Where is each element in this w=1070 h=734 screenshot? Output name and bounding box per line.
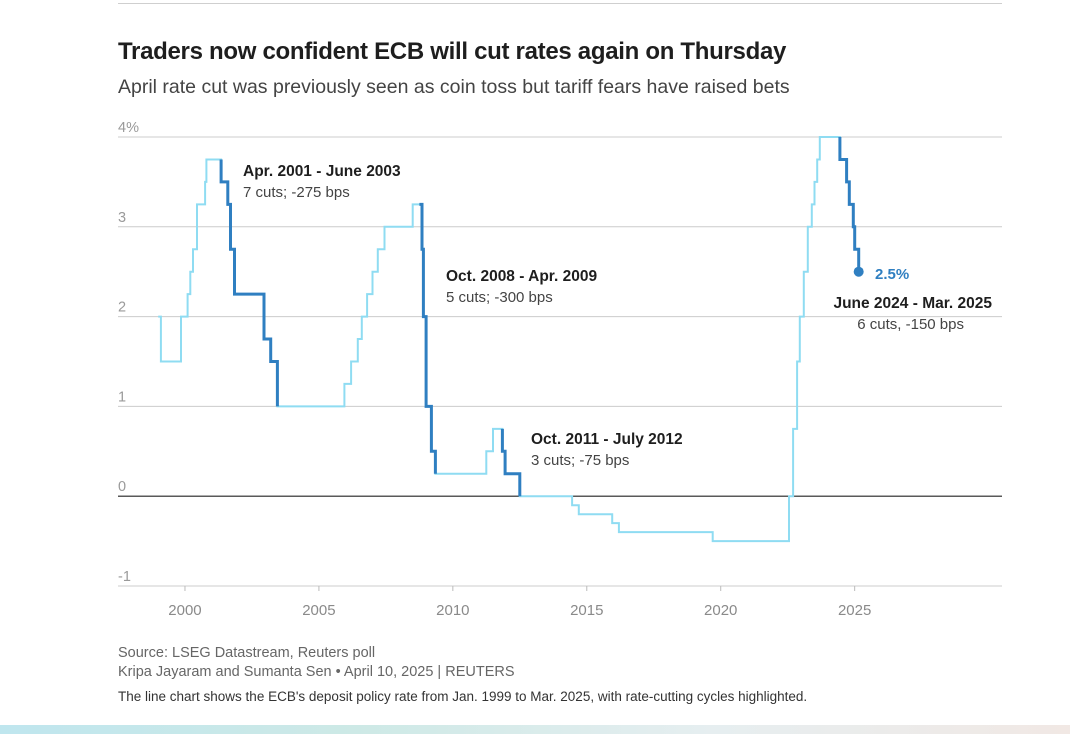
x-tick-label: 2010 (436, 602, 469, 619)
cut-cycle-highlight-1 (419, 202, 437, 474)
cycle-label-2008: Oct. 2008 - Apr. 2009 (446, 268, 597, 285)
annotation-layer: Apr. 2001 - June 2003 7 cuts; -275 bps O… (243, 163, 992, 469)
cycle-detail-2001: 7 cuts; -275 bps (243, 184, 350, 201)
y-tick-label: 3 (118, 210, 126, 226)
top-rule (118, 3, 1002, 4)
cycle-detail-2024: 6 cuts, -150 bps (857, 316, 964, 333)
x-tick-label: 2000 (168, 602, 201, 619)
y-tick-label: 1 (118, 389, 126, 405)
chart-title: Traders now confident ECB will cut rates… (118, 38, 787, 65)
source-note: Source: LSEG Datastream, Reuters poll (118, 645, 376, 661)
y-tick-label: -1 (118, 569, 131, 585)
chart-subtitle: April rate cut was previously seen as co… (118, 76, 790, 98)
cut-cycle-highlight-2 (500, 428, 522, 497)
cycle-label-2011: Oct. 2011 - July 2012 (531, 431, 683, 448)
credit-line: Kripa Jayaram and Sumanta Sen • April 10… (118, 664, 515, 680)
endpoint-value-label: 2.5% (875, 266, 909, 283)
bottom-band (0, 725, 1070, 734)
grid-layer (118, 136, 1002, 591)
cycle-detail-2008: 5 cuts; -300 bps (446, 289, 553, 306)
cycle-label-2001: Apr. 2001 - June 2003 (243, 163, 401, 180)
endpoint-marker (853, 266, 864, 277)
series-layer (158, 136, 864, 543)
x-tick-label: 2005 (302, 602, 335, 619)
cycle-label-2024: June 2024 - Mar. 2025 (833, 295, 992, 312)
cut-cycle-highlight-3 (838, 137, 861, 272)
y-tick-label: 4% (118, 120, 139, 136)
x-tick-label: 2015 (570, 602, 603, 619)
x-tick-labels: 2000 2005 2010 2015 2020 2025 (168, 602, 871, 619)
chart-description: The line chart shows the ECB's deposit p… (118, 689, 808, 704)
y-tick-label: 2 (118, 300, 126, 316)
x-tick-label: 2020 (704, 602, 737, 619)
x-tick-label: 2025 (838, 602, 871, 619)
y-tick-labels: 4% 3 2 1 0 -1 (118, 120, 139, 585)
cycle-detail-2011: 3 cuts; -75 bps (531, 452, 629, 469)
y-tick-label: 0 (118, 479, 126, 495)
cut-cycle-highlight-0 (219, 159, 279, 407)
